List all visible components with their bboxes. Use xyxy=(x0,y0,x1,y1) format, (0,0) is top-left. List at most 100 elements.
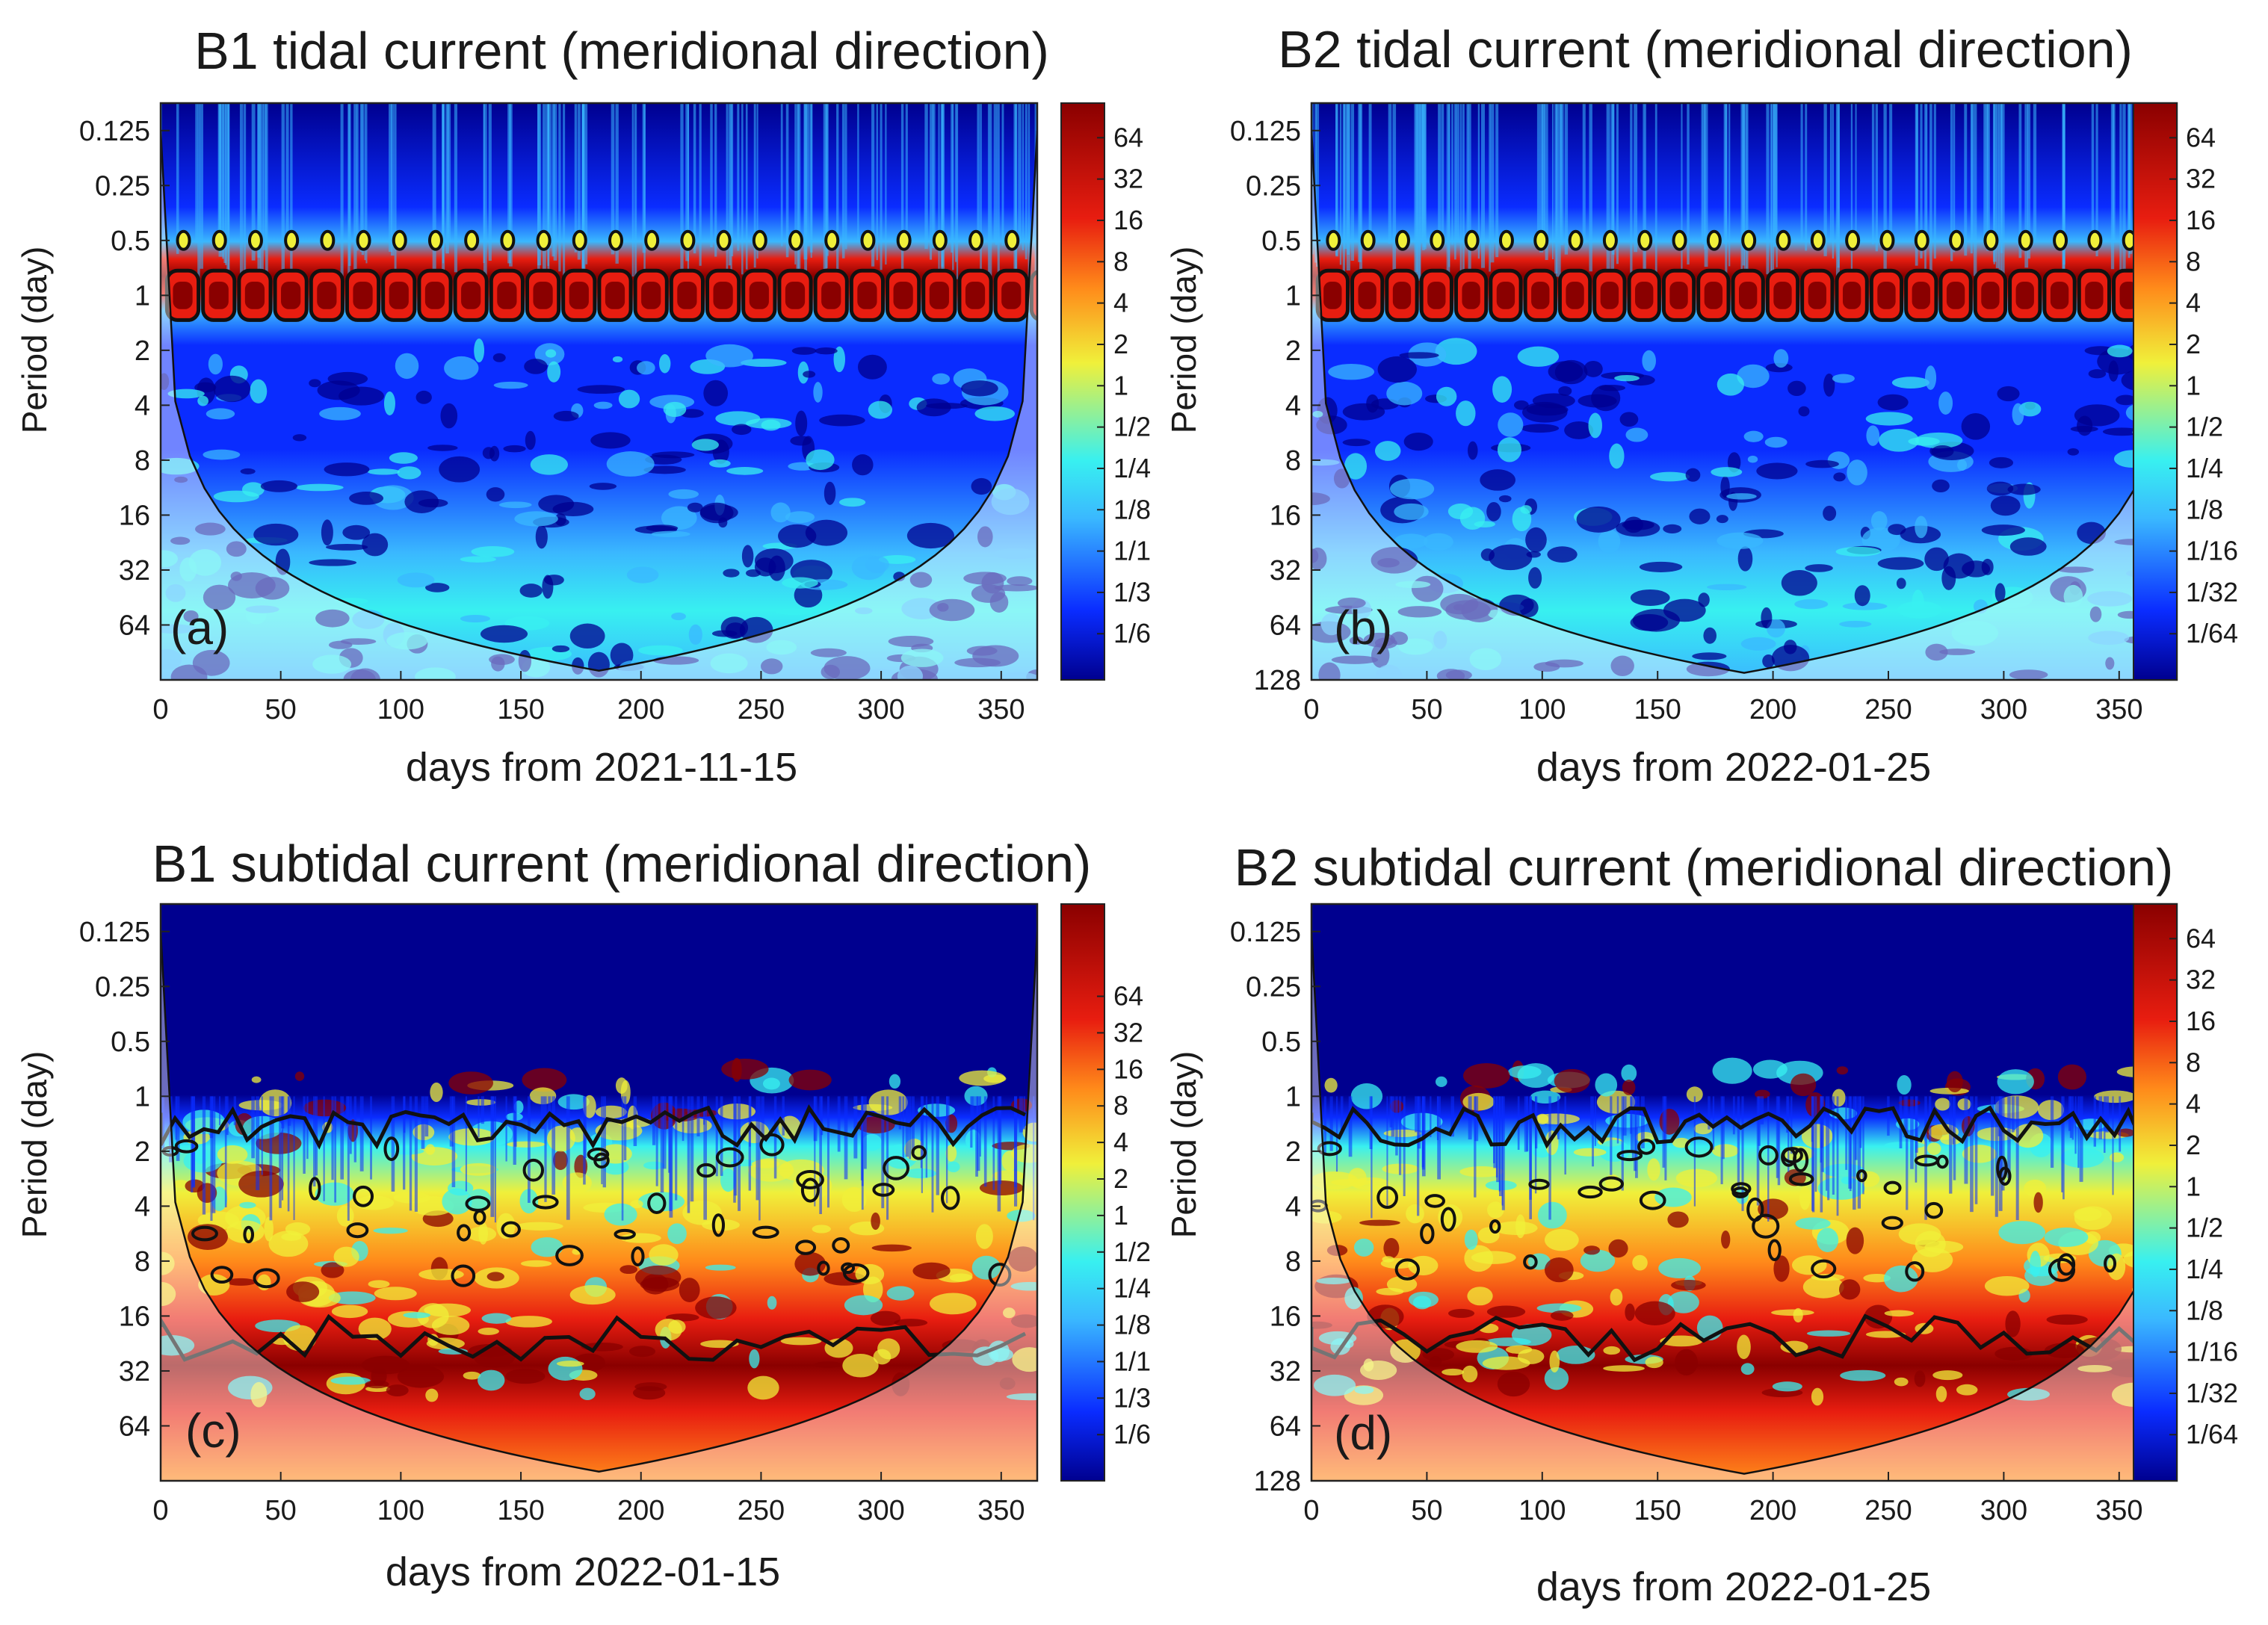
texture-blob xyxy=(2088,631,2130,646)
texture-blob xyxy=(1350,1083,1383,1109)
texture-blob xyxy=(548,1356,583,1381)
texture-blob xyxy=(2018,401,2042,417)
x-tick-label: 200 xyxy=(617,694,664,725)
texture-blob xyxy=(430,1082,443,1102)
texture-blob xyxy=(1931,445,1954,458)
significance-contour xyxy=(1788,1172,1814,1186)
texture-blob xyxy=(909,572,933,588)
texture-blob xyxy=(535,524,548,549)
texture-blob xyxy=(225,1278,256,1286)
texture-blob xyxy=(1951,620,1998,646)
texture-blob xyxy=(977,526,993,548)
semidiurnal-dot xyxy=(284,229,300,251)
x-tick-label: 300 xyxy=(857,1495,904,1526)
significance-contour xyxy=(796,1170,824,1189)
significance-contour xyxy=(988,1263,1012,1287)
texture-blob xyxy=(1630,589,1670,607)
texture-blob xyxy=(638,645,683,656)
texture-blob xyxy=(1839,620,1872,628)
panel-d-label: (d) xyxy=(1334,1406,1392,1460)
texture-blob xyxy=(971,1255,1001,1280)
texture-blob xyxy=(1675,1169,1717,1188)
texture-blob xyxy=(1667,1291,1699,1313)
semidiurnal-dot xyxy=(176,229,191,251)
diurnal-core xyxy=(1566,281,1584,309)
texture-blob xyxy=(1526,551,1541,558)
texture-blob xyxy=(871,1244,912,1252)
texture-blob xyxy=(780,1337,822,1346)
y-tick-label: 32 xyxy=(119,1356,150,1387)
texture-blob xyxy=(309,379,321,388)
y-tick-label: 32 xyxy=(1270,1356,1301,1387)
x-tick-label: 100 xyxy=(1518,694,1566,725)
texture-blob xyxy=(2105,657,2115,670)
colorbar: 64 32 16 8 4 2 1 1/2 1/4 1/8 1/16 1/32 1/64 xyxy=(2133,102,2238,681)
texture-blob xyxy=(524,359,548,374)
x-tick-label: 150 xyxy=(497,1495,544,1526)
significance-contour xyxy=(457,1224,472,1242)
x-tick-label: 350 xyxy=(2095,1495,2142,1526)
panel-a-title: B1 tidal current (meridional direction) xyxy=(194,22,1049,80)
texture-blob xyxy=(1001,1151,1018,1171)
texture-blob xyxy=(1798,406,1810,417)
texture-blob xyxy=(1408,1255,1439,1276)
texture-blob xyxy=(1823,505,1837,521)
texture-blob xyxy=(618,389,640,409)
texture-blob xyxy=(1377,356,1417,383)
significance-contour xyxy=(473,1210,486,1225)
texture-blob xyxy=(1817,1228,1839,1253)
texture-blob xyxy=(331,1304,368,1319)
texture-blob xyxy=(889,1074,901,1089)
texture-blob xyxy=(230,572,242,581)
colorbar-tick-label: 8 xyxy=(1113,246,1128,276)
texture-blob xyxy=(1314,1374,1356,1396)
texture-blob xyxy=(634,1265,682,1290)
texture-blob xyxy=(415,667,456,680)
texture-blob xyxy=(264,1216,274,1242)
texture-blob xyxy=(1412,1296,1432,1310)
y-tick-label: 128 xyxy=(1254,1466,1301,1497)
y-tick-label: 16 xyxy=(1270,1301,1301,1332)
texture-blob xyxy=(285,1222,311,1236)
texture-blob xyxy=(373,1228,408,1234)
diurnal-core xyxy=(424,281,445,309)
texture-blob xyxy=(2077,521,2107,545)
diurnal-core xyxy=(353,281,373,309)
texture-blob xyxy=(2009,669,2048,680)
texture-blob xyxy=(1780,1340,1808,1354)
texture-blob xyxy=(1442,1368,1465,1376)
texture-blob xyxy=(503,445,526,453)
semidiurnal-dot xyxy=(1498,229,1514,251)
texture-blob xyxy=(791,347,817,355)
texture-blob xyxy=(1464,1229,1478,1250)
coi-line xyxy=(1311,931,2177,1475)
texture-blob xyxy=(1521,401,1568,423)
significance-contour xyxy=(1746,1197,1764,1222)
semidiurnal-dot xyxy=(536,229,551,251)
texture-blob xyxy=(871,1212,880,1231)
significance-contour xyxy=(841,1262,856,1275)
significance-contour xyxy=(1752,1213,1780,1239)
texture-blob xyxy=(2088,369,2107,379)
texture-blob xyxy=(705,344,753,368)
texture-blob xyxy=(195,522,226,536)
texture-blob xyxy=(1536,1303,1582,1313)
texture-blob xyxy=(691,439,719,451)
texture-blob xyxy=(1973,599,1989,614)
y-tick-label: 2 xyxy=(135,335,150,367)
texture-blob xyxy=(1799,1186,1811,1210)
texture-blob xyxy=(1926,1142,1941,1155)
texture-blob xyxy=(745,418,792,429)
significance-contour xyxy=(795,1239,817,1255)
texture-blob xyxy=(268,1231,309,1257)
x-tick-label: 250 xyxy=(738,1495,785,1526)
significance-contour xyxy=(253,1268,280,1289)
significance-contour xyxy=(759,1133,785,1157)
texture-blob xyxy=(1675,1349,1699,1376)
texture-blob xyxy=(1453,604,1465,611)
texture-blob xyxy=(482,447,495,459)
significance-contour xyxy=(451,1264,476,1287)
y-tick-label: 64 xyxy=(1270,1411,1301,1442)
texture-blob xyxy=(1512,507,1532,532)
texture-blob xyxy=(1981,524,2025,536)
